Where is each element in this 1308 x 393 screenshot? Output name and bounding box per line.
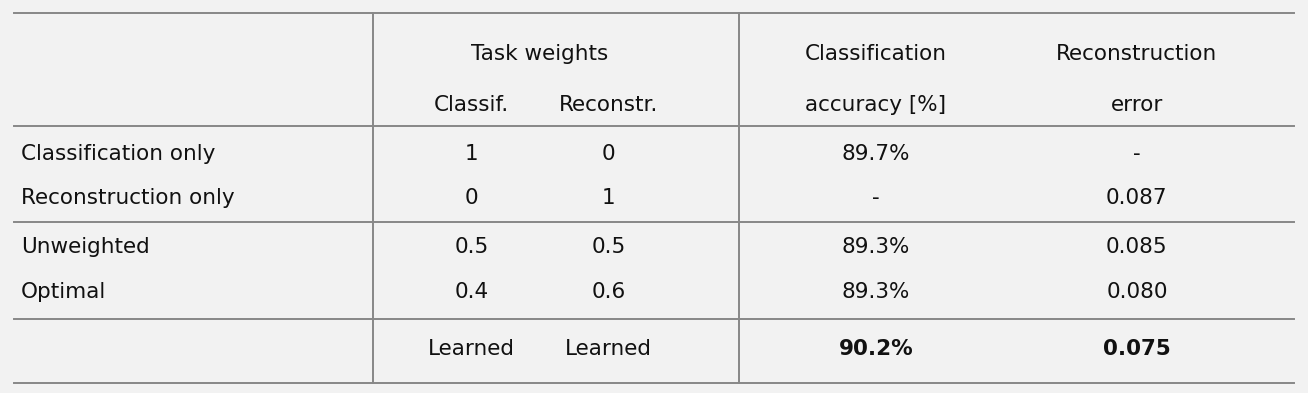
Text: 0.6: 0.6: [591, 282, 625, 302]
Text: Classification: Classification: [804, 44, 947, 64]
Text: 1: 1: [464, 143, 479, 163]
Text: 0: 0: [602, 143, 615, 163]
Text: Learned: Learned: [428, 339, 515, 359]
Text: error: error: [1110, 95, 1163, 115]
Text: Optimal: Optimal: [21, 282, 106, 302]
Text: Reconstruction: Reconstruction: [1057, 44, 1218, 64]
Text: -: -: [1133, 143, 1141, 163]
Text: Classif.: Classif.: [434, 95, 509, 115]
Text: 0.5: 0.5: [454, 237, 488, 257]
Text: 0.080: 0.080: [1107, 282, 1168, 302]
Text: Unweighted: Unweighted: [21, 237, 149, 257]
Text: 89.3%: 89.3%: [842, 237, 910, 257]
Text: Task weights: Task weights: [471, 44, 608, 64]
Text: 90.2%: 90.2%: [838, 339, 913, 359]
Text: 0.087: 0.087: [1107, 189, 1168, 208]
Text: 89.3%: 89.3%: [842, 282, 910, 302]
Text: Reconstr.: Reconstr.: [559, 95, 658, 115]
Text: -: -: [872, 189, 880, 208]
Text: Classification only: Classification only: [21, 143, 216, 163]
Text: 1: 1: [602, 189, 615, 208]
Text: 89.7%: 89.7%: [841, 143, 910, 163]
Text: Learned: Learned: [565, 339, 651, 359]
Text: 0.4: 0.4: [454, 282, 488, 302]
Text: 0: 0: [464, 189, 479, 208]
Text: accuracy [%]: accuracy [%]: [806, 95, 947, 115]
Text: 0.075: 0.075: [1103, 339, 1171, 359]
Text: Reconstruction only: Reconstruction only: [21, 189, 234, 208]
Text: 0.085: 0.085: [1107, 237, 1168, 257]
Text: 0.5: 0.5: [591, 237, 625, 257]
